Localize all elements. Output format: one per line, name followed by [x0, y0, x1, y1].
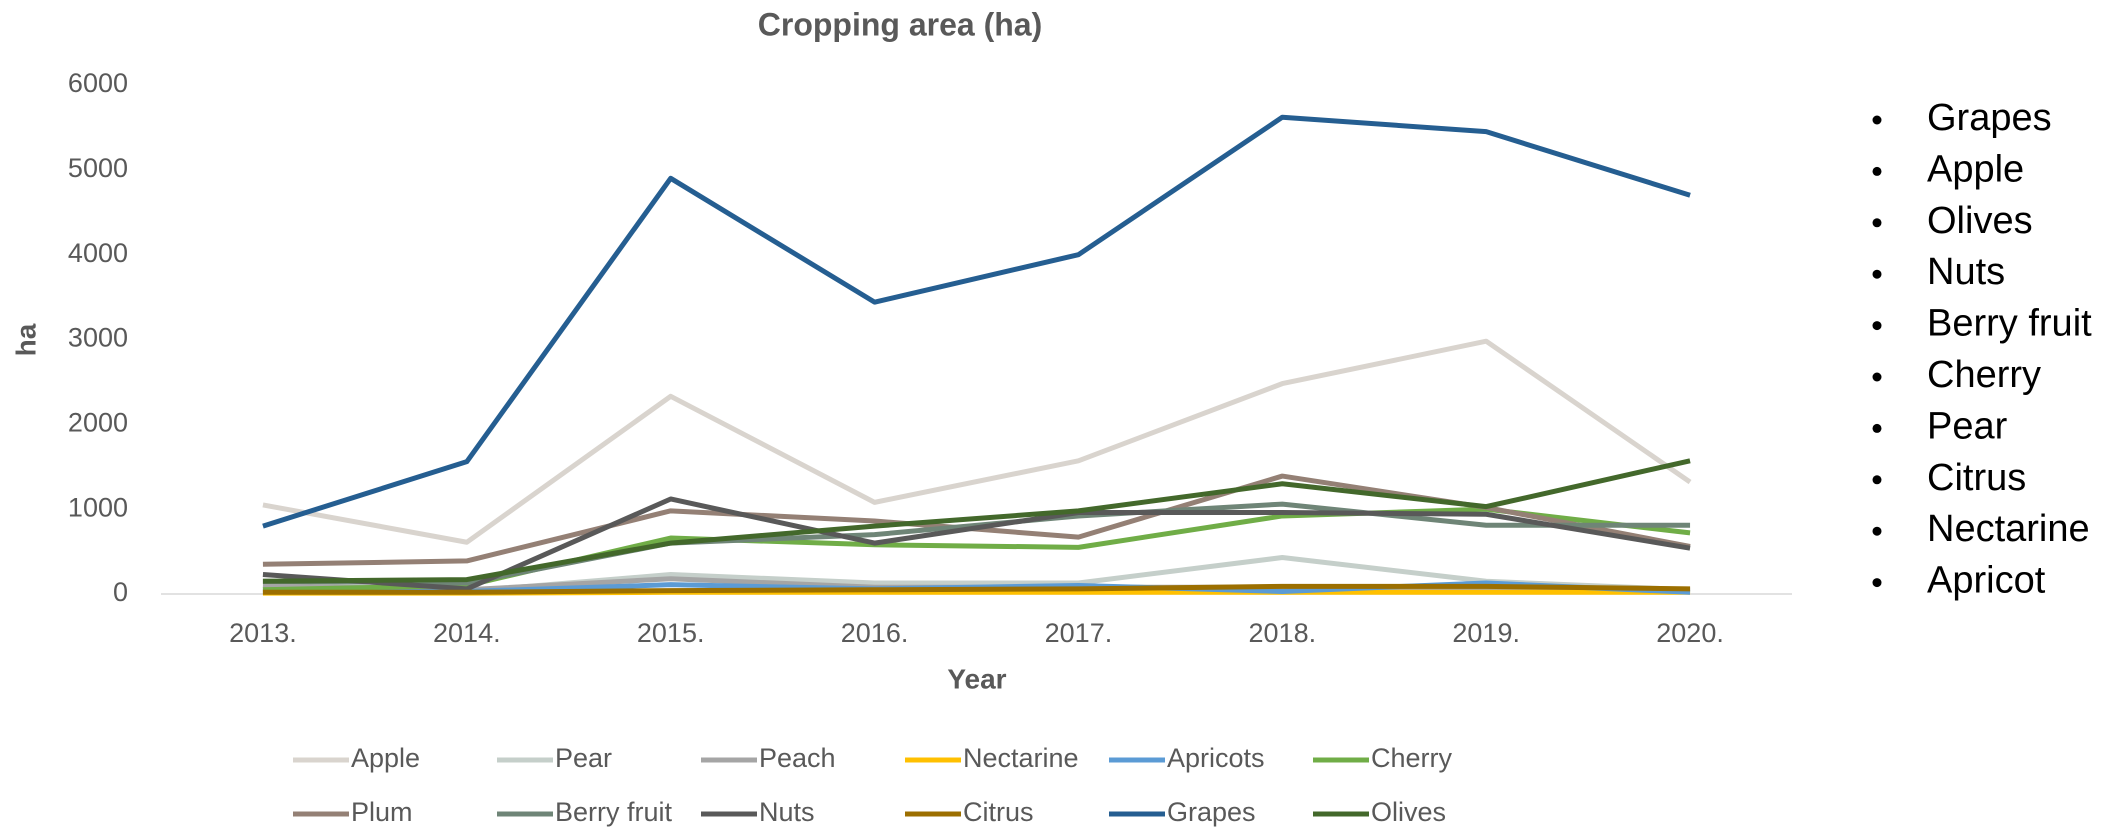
- legend-label: Nectarine: [963, 743, 1079, 773]
- list-item: Olives: [1927, 200, 2033, 242]
- legend-label: Olives: [1371, 797, 1446, 827]
- legend-label: Plum: [351, 797, 413, 827]
- y-tick-label: 2000: [68, 407, 128, 437]
- chart-title: Cropping area (ha): [758, 6, 1042, 42]
- legend-label: Grapes: [1167, 797, 1256, 827]
- x-tick-label: 2017.: [1045, 618, 1113, 648]
- legend-label: Apple: [351, 743, 420, 773]
- y-tick-label: 3000: [68, 323, 128, 353]
- list-item: Nuts: [1927, 251, 2005, 293]
- list-bullet: [1872, 578, 1882, 588]
- legend-label: Apricots: [1167, 743, 1265, 773]
- list-item: Pear: [1927, 405, 2008, 447]
- list-bullet: [1872, 526, 1882, 536]
- list-item: Nectarine: [1927, 508, 2090, 550]
- legend-label: Berry fruit: [555, 797, 673, 827]
- y-tick-label: 6000: [68, 68, 128, 98]
- x-tick-label: 2015.: [637, 618, 705, 648]
- y-tick-label: 0: [113, 577, 128, 607]
- y-tick-label: 4000: [68, 238, 128, 268]
- legend-label: Citrus: [963, 797, 1034, 827]
- series-line: [262, 583, 1691, 595]
- list-item: Citrus: [1927, 457, 2026, 499]
- x-tick-label: 2014.: [433, 618, 501, 648]
- x-axis-title: Year: [947, 663, 1006, 694]
- y-axis-title: ha: [10, 323, 41, 356]
- legend-label: Peach: [759, 743, 836, 773]
- y-tick-label: 1000: [68, 492, 128, 522]
- y-tick-label: 5000: [68, 153, 128, 183]
- list-bullet: [1872, 321, 1882, 331]
- x-tick-label: 2020.: [1656, 618, 1724, 648]
- legend-label: Cherry: [1371, 743, 1453, 773]
- x-tick-label: 2019.: [1452, 618, 1520, 648]
- list-bullet: [1872, 269, 1882, 279]
- list-bullet: [1872, 475, 1882, 485]
- list-bullet: [1872, 423, 1882, 433]
- list-item: Grapes: [1927, 97, 2052, 139]
- list-item: Cherry: [1927, 354, 2041, 396]
- legend-label: Pear: [555, 743, 612, 773]
- x-tick-label: 2013.: [229, 618, 297, 648]
- legend-label: Nuts: [759, 797, 815, 827]
- series-line: [262, 338, 1692, 545]
- series-line: [262, 458, 1691, 584]
- list-bullet: [1872, 166, 1882, 176]
- list-bullet: [1872, 115, 1882, 125]
- list-item: Apricot: [1927, 560, 2046, 602]
- x-tick-label: 2016.: [841, 618, 909, 648]
- x-tick-label: 2018.: [1249, 618, 1317, 648]
- list-item: Apple: [1927, 148, 2024, 190]
- list-item: Berry fruit: [1927, 303, 2092, 345]
- list-bullet: [1872, 218, 1882, 228]
- list-bullet: [1872, 372, 1882, 382]
- series-line: [262, 114, 1691, 529]
